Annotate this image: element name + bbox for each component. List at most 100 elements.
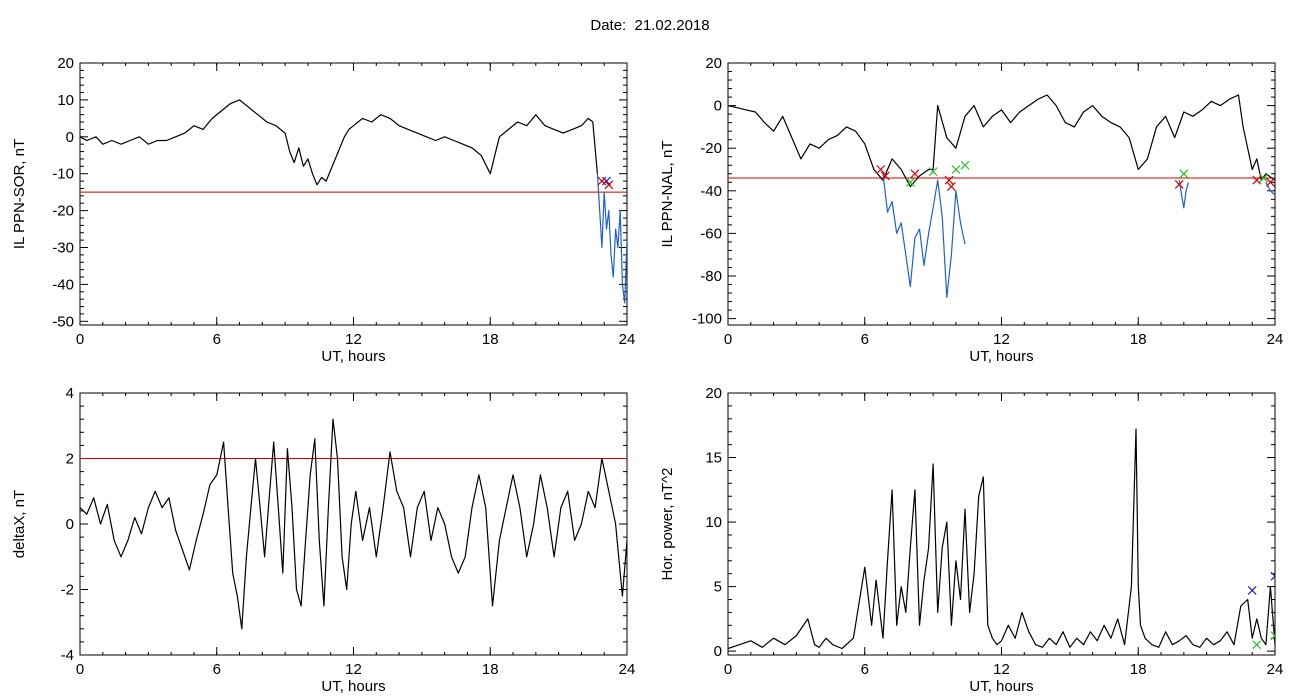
x-tick-label: 18 (482, 331, 499, 348)
cross-marker-stroke (876, 165, 886, 174)
x-tick-label: 12 (993, 661, 1010, 678)
series-line (1178, 180, 1189, 209)
x-tick-label: 18 (1130, 661, 1147, 678)
y-tick-label: 0 (714, 98, 722, 115)
y-tick-label: 20 (705, 55, 722, 72)
x-tick-label: 18 (482, 661, 499, 678)
cross-marker (944, 175, 954, 185)
series-line (728, 428, 1275, 650)
x-tick-label: 0 (724, 661, 732, 678)
cross-marker-stroke (880, 171, 890, 181)
cross-marker-stroke (1179, 169, 1189, 179)
x-tick-label: 6 (213, 331, 221, 348)
cross-marker (1266, 177, 1275, 187)
cross-marker (960, 160, 970, 170)
y-tick-label: 5 (714, 579, 722, 596)
y-tick-label: -40 (52, 276, 74, 293)
panel-nal: 0 6 12 18 24 -100 -80 -60 -40 -20 0 20 UT, hours IL P… (659, 55, 1283, 365)
y-tick-label: -100 (692, 311, 722, 328)
y-tick-label: 0 (714, 643, 722, 660)
plot-frame (79, 392, 628, 656)
cross-marker-stroke (1252, 640, 1262, 650)
y-tick-label: 2 (66, 451, 74, 468)
cross-marker (880, 171, 890, 181)
cross-marker (1174, 179, 1184, 189)
x-tick-label: 12 (345, 331, 362, 348)
cross-marker-stroke (960, 160, 970, 170)
series-line (596, 173, 627, 304)
cross-marker (1270, 631, 1275, 641)
x-tick-label: 0 (724, 331, 732, 348)
series-line (80, 99, 598, 186)
cross-marker (876, 165, 886, 174)
cross-marker (1247, 586, 1257, 595)
cross-marker (946, 182, 956, 191)
x-tick-label: 24 (619, 661, 636, 678)
y-tick-label: 20 (57, 55, 74, 72)
y-tick-label: -2 (61, 582, 74, 599)
plot-frame (727, 392, 1276, 656)
y-tick-label: 15 (705, 450, 722, 467)
y-axis-label: IL PPN-NAL, nT (659, 141, 676, 248)
y-tick-label: -30 (52, 240, 74, 257)
y-tick-label: -40 (700, 183, 722, 200)
cross-marker (928, 167, 938, 177)
y-tick-label: 0 (66, 516, 74, 533)
series-line (882, 173, 966, 298)
y-axis-label: deltaX, nT (11, 490, 28, 558)
y-tick-label: 20 (705, 385, 722, 402)
cross-marker-stroke (1174, 179, 1184, 189)
x-tick-label: 24 (619, 331, 636, 348)
cross-marker-stroke (1252, 175, 1262, 185)
series-line (1265, 182, 1275, 196)
cross-marker (604, 180, 614, 190)
cross-marker-stroke (946, 182, 956, 191)
cross-marker (1270, 571, 1275, 581)
cross-marker-stroke (1270, 631, 1275, 637)
y-tick-label: -10 (52, 166, 74, 183)
x-axis-label: UT, hours (969, 348, 1033, 365)
x-axis-label: UT, hours (969, 678, 1033, 695)
y-tick-label: 10 (705, 514, 722, 531)
y-tick-label: -4 (61, 647, 74, 664)
cross-marker (905, 177, 915, 187)
x-tick-label: 24 (1267, 661, 1284, 678)
cross-marker-stroke (1270, 575, 1275, 581)
x-tick-label: 12 (993, 331, 1010, 348)
cross-marker-stroke (1266, 177, 1275, 187)
x-tick-label: 18 (1130, 331, 1147, 348)
plot-data-layer (80, 418, 627, 630)
series-line (728, 94, 1275, 188)
chart-date-title: Date: 21.02.2018 (590, 17, 710, 34)
cross-marker-stroke (951, 165, 961, 174)
plot-data-layer (728, 94, 1275, 298)
panel-sor: 0 6 12 18 24 -50 -40 -30 -20 -10 0 10 20 UT, hours IL … (11, 55, 635, 365)
plot-frame (79, 62, 628, 326)
cross-marker-stroke (1259, 173, 1269, 183)
x-axis-label: UT, hours (321, 678, 385, 695)
series-line (80, 418, 627, 630)
cross-marker-stroke (1270, 571, 1275, 578)
x-tick-label: 12 (345, 661, 362, 678)
cross-marker-stroke (928, 167, 938, 177)
panel-power: 0 6 12 18 24 0 5 10 15 20 UT, hours Hor. power, nT^… (659, 385, 1283, 695)
cross-marker-stroke (944, 175, 954, 185)
cross-marker (1259, 173, 1269, 183)
cross-marker-stroke (905, 177, 915, 187)
y-tick-label: 10 (57, 92, 74, 109)
x-tick-label: 0 (76, 661, 84, 678)
cross-marker-stroke (604, 180, 614, 190)
cross-marker (910, 169, 920, 179)
x-tick-label: 0 (76, 331, 84, 348)
y-tick-label: 0 (66, 129, 74, 146)
y-tick-label: -80 (700, 268, 722, 285)
cross-marker-stroke (602, 176, 611, 186)
y-tick-label: -20 (700, 140, 722, 157)
cross-marker (1252, 640, 1262, 650)
cross-marker-stroke (910, 169, 920, 179)
cross-marker-stroke (1270, 634, 1275, 641)
x-tick-label: 6 (213, 661, 221, 678)
y-tick-label: -50 (52, 313, 74, 330)
